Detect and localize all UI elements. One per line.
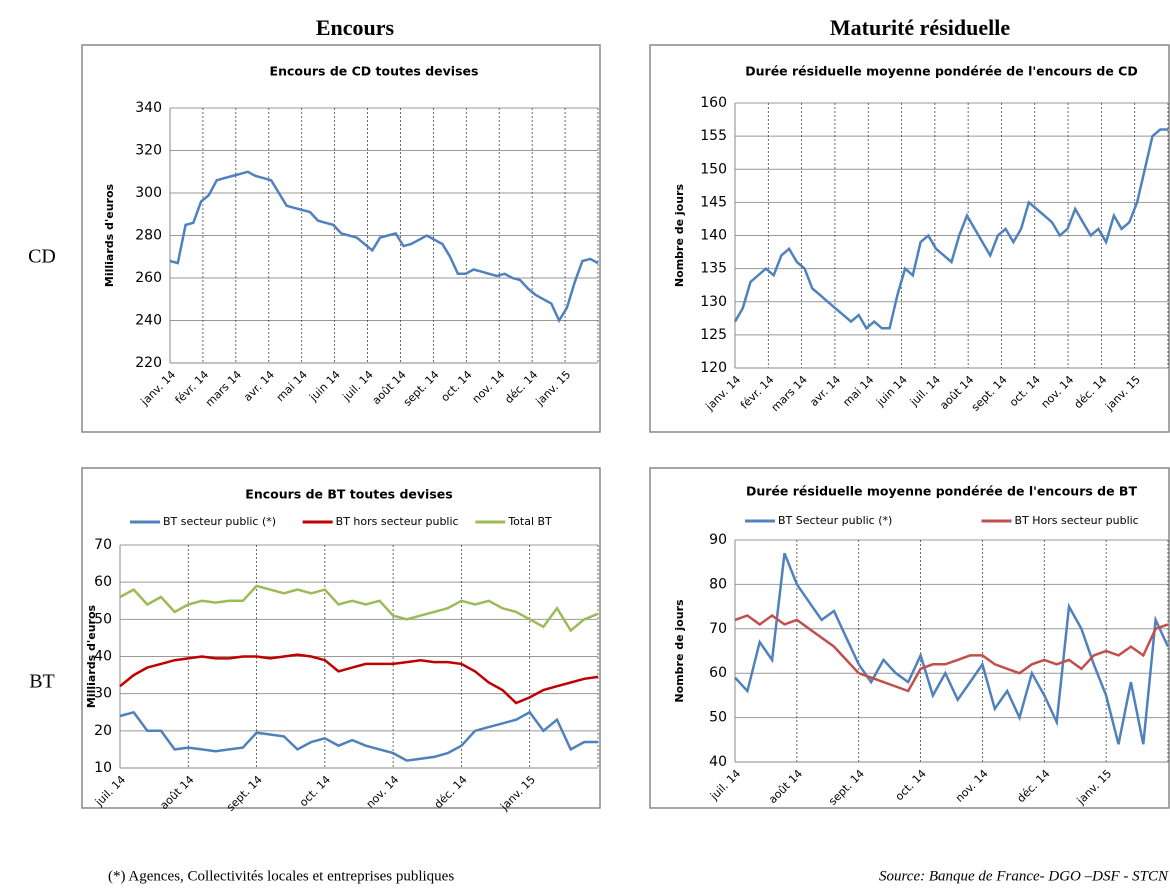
legend-label: Total BT — [507, 515, 552, 528]
legend-label: BT secteur public (*) — [163, 515, 276, 528]
y-tick-label: 80 — [709, 576, 727, 592]
source: Source: Banque de France- DGO –DSF - STC… — [879, 868, 1169, 884]
footnote: (*) Agences, Collectivités locales et en… — [108, 868, 454, 884]
y-tick-label: 160 — [700, 95, 727, 111]
series-line — [734, 613, 1169, 693]
legend-label: BT Secteur public (*) — [778, 514, 892, 527]
legend-label: BT hors secteur public — [336, 515, 459, 528]
y-tick-label: 340 — [135, 100, 162, 116]
y-tick-label: 320 — [135, 143, 162, 159]
y-tick-label: 20 — [94, 723, 112, 739]
column-header: Encours — [316, 15, 395, 40]
y-tick-label: 120 — [700, 360, 727, 376]
chart-title: Durée résiduelle moyenne pondérée de l'e… — [746, 484, 1137, 499]
row-label: CD — [28, 246, 56, 268]
y-tick-label: 70 — [709, 621, 727, 637]
series-line — [119, 584, 599, 633]
y-tick-label: 90 — [709, 532, 727, 548]
y-axis-title: Milliards d'euros — [103, 183, 116, 287]
y-tick-label: 240 — [135, 313, 162, 329]
chart-title: Durée résiduelle moyenne pondérée de l'e… — [745, 64, 1137, 79]
chart-frame — [649, 467, 1170, 809]
y-tick-label: 60 — [709, 665, 727, 681]
y-axis-title: Nombre de jours — [673, 183, 686, 287]
y-tick-label: 40 — [709, 754, 727, 770]
chart-frame — [81, 44, 601, 433]
column-header: Maturité résiduelle — [830, 15, 1010, 40]
y-tick-label: 60 — [94, 574, 112, 590]
y-tick-label: 135 — [700, 261, 727, 277]
series-line — [119, 710, 598, 762]
series-line — [169, 170, 599, 324]
y-axis-title: Nombre de jours — [673, 599, 686, 703]
y-tick-label: 155 — [700, 128, 727, 144]
y-tick-label: 50 — [94, 611, 112, 627]
y-tick-label: 40 — [94, 649, 112, 665]
y-tick-label: 220 — [135, 355, 162, 371]
y-tick-label: 125 — [700, 327, 727, 343]
legend-label: BT Hors secteur public — [1015, 514, 1139, 527]
y-tick-label: 280 — [135, 228, 162, 244]
row-label: BT — [29, 671, 55, 693]
y-tick-label: 260 — [135, 270, 162, 286]
y-tick-label: 140 — [700, 228, 727, 244]
series-line — [734, 552, 1170, 745]
chart-frame — [81, 467, 601, 809]
y-tick-label: 10 — [94, 760, 112, 776]
series-line — [733, 128, 1168, 331]
y-tick-label: 300 — [135, 185, 162, 201]
chart-title: Encours de CD toutes devises — [270, 64, 479, 79]
y-tick-label: 145 — [700, 194, 727, 210]
y-tick-label: 30 — [94, 686, 112, 702]
y-tick-label: 130 — [700, 294, 727, 310]
y-tick-label: 70 — [94, 537, 112, 553]
y-tick-label: 50 — [709, 710, 727, 726]
chart-title: Encours de BT toutes devises — [245, 487, 452, 502]
series-line — [119, 653, 599, 705]
y-tick-label: 150 — [700, 161, 727, 177]
y-axis-title: Milliards d'euros — [85, 604, 98, 708]
